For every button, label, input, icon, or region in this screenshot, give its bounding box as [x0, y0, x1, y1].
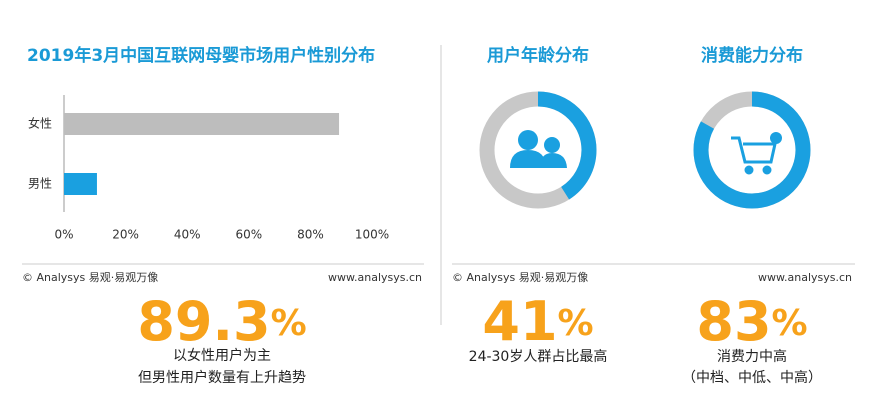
donut-arc [693, 91, 811, 209]
y-tick-label: 女性 [28, 116, 52, 131]
source: © Analysys 易观·易观万像 [452, 271, 588, 284]
note: 消费力中高 [717, 348, 787, 365]
bar [64, 113, 340, 135]
bar [64, 173, 97, 195]
x-tick-label: 40% [174, 228, 201, 242]
chart-title: 消费能力分布 [701, 45, 803, 66]
y-tick-label: 男性 [28, 177, 52, 191]
people-icon [510, 130, 567, 168]
note: 24-30岁人群占比最高 [469, 348, 608, 365]
note: 但男性用户数量有上升趋势 [138, 369, 306, 386]
cart-icon [731, 132, 782, 175]
stat-value: 89.3% [137, 290, 306, 353]
stat-value: 41% [482, 290, 593, 353]
stat-value: 83% [696, 290, 807, 353]
url: www.analysys.cn [328, 271, 422, 284]
x-tick-label: 80% [297, 228, 324, 242]
chart-title: 用户年龄分布 [487, 45, 589, 66]
donut-arc [479, 91, 597, 209]
url: www.analysys.cn [758, 271, 852, 284]
x-tick-label: 100% [355, 228, 389, 242]
x-tick-label: 60% [235, 228, 262, 242]
x-tick-label: 0% [54, 228, 73, 242]
note: 以女性用户为主 [173, 347, 271, 364]
source: © Analysys 易观·易观万像 [22, 271, 158, 284]
note: （中档、中低、中高） [682, 369, 822, 386]
x-tick-label: 20% [112, 228, 139, 242]
chart-title: 2019年3月中国互联网母婴市场用户性别分布 [27, 45, 375, 66]
